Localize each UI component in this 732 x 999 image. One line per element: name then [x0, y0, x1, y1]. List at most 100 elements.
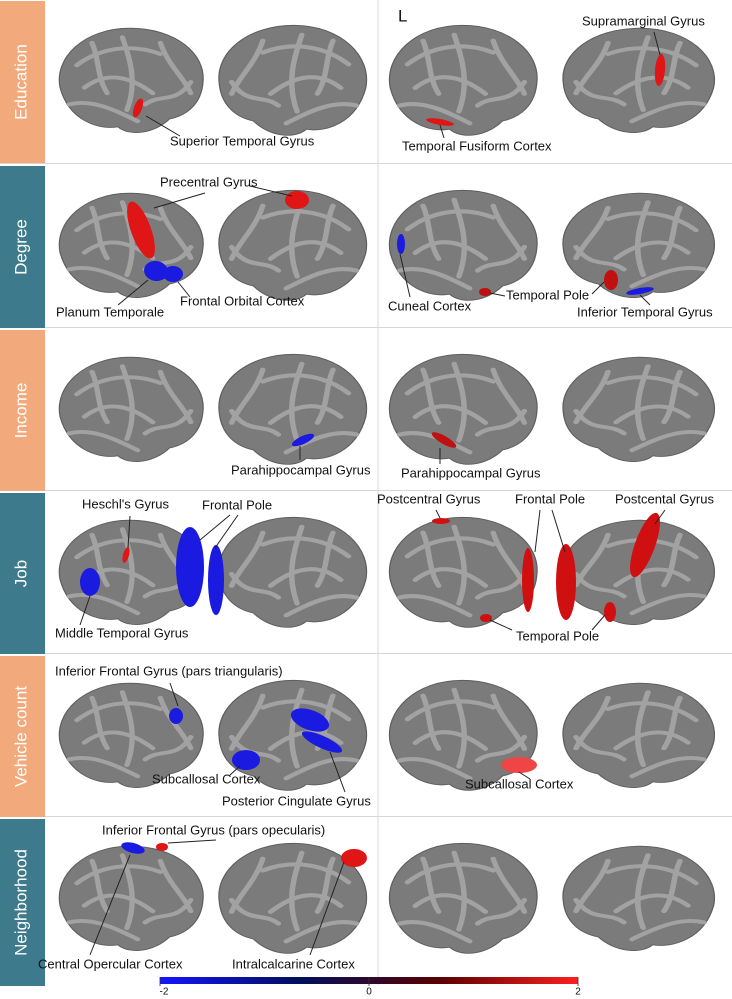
gyrus — [573, 245, 627, 272]
gyrus — [613, 240, 691, 261]
activation-region — [604, 602, 616, 622]
brain — [58, 27, 204, 134]
row-label-box — [0, 819, 45, 986]
gyrus — [228, 79, 282, 108]
gyrus — [81, 404, 156, 425]
region-label: Supramarginal Gyrus — [582, 13, 705, 28]
brain — [218, 516, 368, 628]
brain — [388, 516, 538, 628]
activation-region — [208, 545, 224, 615]
gyrus — [142, 409, 194, 436]
activation-region — [132, 98, 144, 118]
gyrus — [89, 532, 110, 588]
gyrus — [81, 893, 156, 914]
gyrus — [661, 532, 683, 588]
gyrus — [629, 756, 707, 779]
gyrus — [66, 430, 141, 453]
activation-region — [176, 527, 204, 607]
activation-region — [144, 260, 168, 282]
gyrus — [629, 101, 707, 124]
gyrus — [605, 211, 699, 233]
activation-region — [654, 54, 666, 86]
region-label: Central Opercular Cortex — [38, 956, 183, 971]
brain — [562, 27, 716, 134]
leader-line — [89, 854, 131, 956]
gyrus — [119, 690, 135, 767]
gyrus — [420, 367, 442, 425]
brain — [218, 24, 368, 136]
activation-region — [301, 731, 343, 753]
leader-line — [591, 614, 606, 631]
region-label: Cuneal Cortex — [388, 298, 472, 313]
gyrus — [404, 862, 496, 885]
gyrus — [474, 571, 528, 600]
gyrus — [605, 375, 699, 397]
gyrus — [412, 730, 489, 751]
region-label: Subcallosal Cortex — [152, 771, 261, 786]
region-label: Inferior Temporal Gyrus — [577, 304, 713, 319]
colorbar-tick-label: 2 — [575, 987, 581, 998]
brain — [388, 24, 538, 136]
leader-line — [639, 294, 651, 306]
gyrus — [634, 853, 651, 930]
region-label: Parahippocampal Gyrus — [401, 465, 541, 480]
gyrus — [260, 44, 352, 67]
gyrus — [629, 266, 707, 289]
gyrus — [267, 240, 344, 261]
activation-region — [480, 614, 492, 622]
gyrus — [283, 757, 360, 781]
gyrus — [573, 572, 627, 599]
activation-region — [604, 270, 618, 290]
region-label: Postcental Gyrus — [615, 491, 714, 506]
gyrus — [474, 79, 528, 108]
leader-line — [591, 281, 605, 295]
brain — [388, 842, 538, 954]
gyrus — [314, 203, 336, 261]
leader-line — [214, 514, 239, 549]
gyrus — [451, 524, 467, 606]
leader-line — [329, 751, 346, 793]
gyrus — [119, 853, 135, 930]
activation-region — [122, 547, 130, 563]
gyrus — [66, 101, 141, 124]
gyrus — [629, 430, 707, 453]
gyrus — [420, 203, 442, 261]
activation-region — [290, 708, 330, 732]
gyrus — [283, 920, 360, 944]
region-label: Temporal Fusiform Cortex — [402, 138, 552, 153]
region-label: Postcentral Gyrus — [377, 491, 481, 506]
region-label: Precentral Gyrus — [160, 174, 258, 189]
gyrus — [119, 527, 135, 604]
gyrus — [420, 530, 442, 588]
gyrus — [634, 364, 651, 441]
activation-region — [80, 568, 100, 596]
gyrus — [451, 361, 467, 443]
gyrus — [260, 699, 352, 722]
gyrus — [89, 695, 110, 751]
activation-region — [397, 234, 405, 254]
gyrus — [605, 864, 699, 886]
gyrus — [89, 858, 110, 914]
leader-line — [653, 31, 661, 56]
activation-region — [426, 118, 454, 126]
gyrus — [66, 756, 141, 779]
gyrus — [661, 858, 683, 914]
gyrus — [573, 409, 627, 436]
leader-line — [229, 765, 241, 776]
leader-line — [153, 192, 206, 209]
row-label: Income — [11, 383, 30, 439]
gyrus — [412, 240, 489, 261]
leader-line — [654, 509, 666, 525]
leader-line — [199, 514, 231, 541]
gyrus — [289, 361, 305, 443]
leader-line — [489, 292, 506, 297]
leader-line — [489, 619, 513, 631]
gyrus — [260, 373, 352, 396]
gyrus — [260, 209, 352, 232]
gyrus — [314, 367, 336, 425]
gyrus — [267, 75, 344, 96]
leader-line — [177, 281, 191, 298]
gyrus — [474, 734, 528, 763]
gyrus — [142, 898, 194, 925]
region-label: Frontal Orbital Cortex — [180, 293, 305, 308]
